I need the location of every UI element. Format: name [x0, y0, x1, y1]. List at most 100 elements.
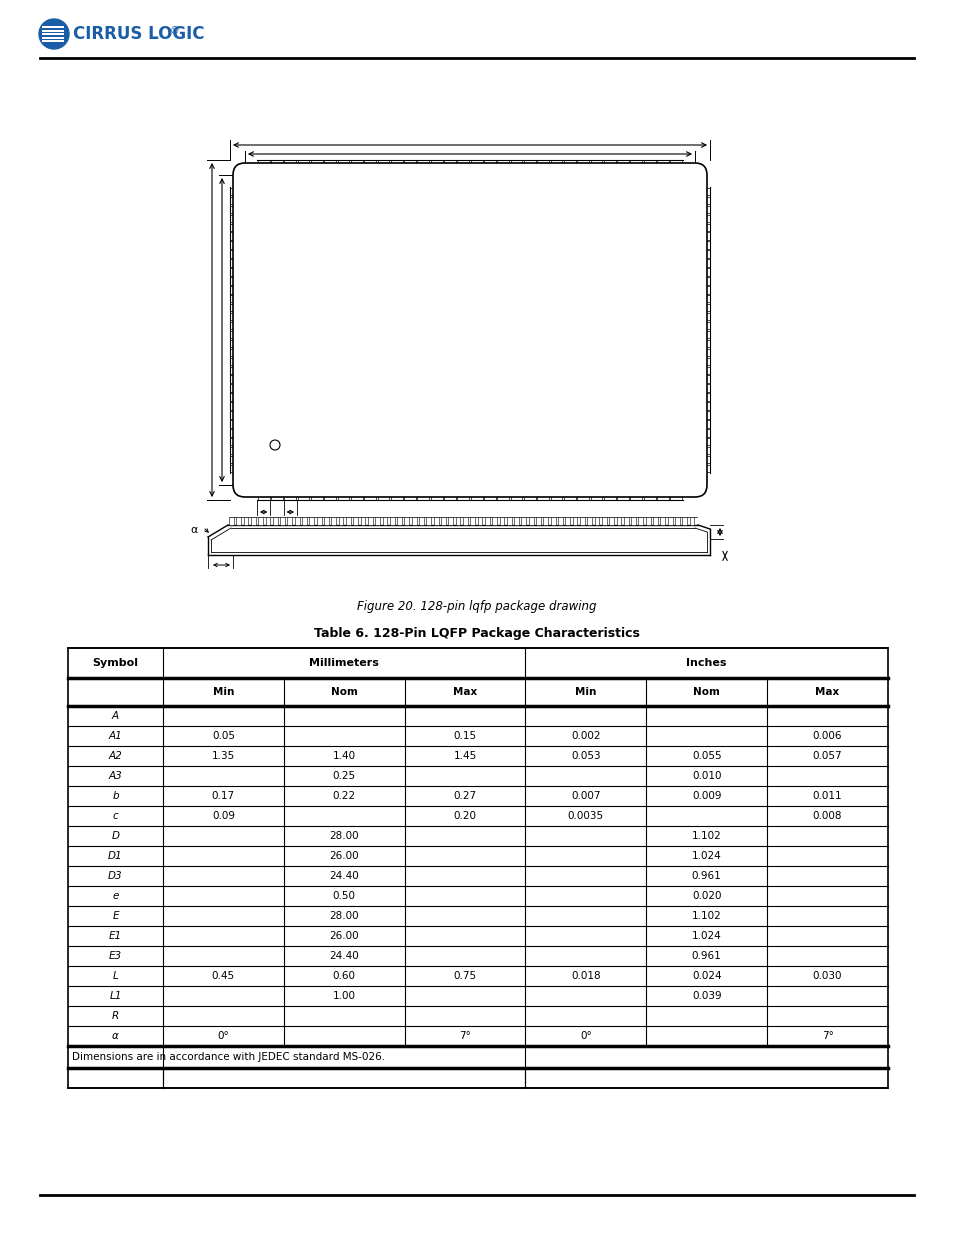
Bar: [271, 485, 283, 500]
Bar: [695, 340, 709, 347]
Bar: [657, 485, 668, 500]
Bar: [440, 517, 445, 525]
Bar: [391, 161, 402, 175]
Bar: [590, 161, 601, 175]
Bar: [537, 485, 549, 500]
Bar: [587, 517, 592, 525]
Bar: [257, 161, 270, 175]
Bar: [456, 161, 469, 175]
Text: D1: D1: [108, 851, 123, 861]
Text: α: α: [190, 525, 197, 535]
Bar: [351, 485, 362, 500]
Bar: [230, 287, 245, 294]
Bar: [616, 517, 620, 525]
Bar: [695, 268, 709, 275]
Text: 0.007: 0.007: [571, 790, 600, 802]
Bar: [426, 517, 431, 525]
Text: 0.50: 0.50: [333, 890, 355, 902]
Text: 0.17: 0.17: [212, 790, 234, 802]
Text: 0.0035: 0.0035: [567, 811, 603, 821]
Text: Dimensions are in accordance with JEDEC standard MS-026.: Dimensions are in accordance with JEDEC …: [71, 1052, 385, 1062]
Text: E1: E1: [109, 931, 122, 941]
Bar: [558, 517, 562, 525]
Bar: [404, 161, 416, 175]
Bar: [630, 161, 641, 175]
Bar: [695, 188, 709, 195]
Bar: [523, 161, 536, 175]
Bar: [695, 224, 709, 231]
Text: 0.20: 0.20: [453, 811, 476, 821]
Bar: [230, 277, 245, 284]
Bar: [311, 161, 322, 175]
Bar: [404, 485, 416, 500]
Text: 1.45: 1.45: [453, 751, 476, 761]
Bar: [695, 429, 709, 436]
Ellipse shape: [39, 19, 69, 49]
Bar: [617, 485, 628, 500]
Bar: [42, 33, 64, 35]
Bar: [297, 485, 309, 500]
Bar: [497, 161, 509, 175]
Bar: [230, 456, 245, 463]
Bar: [434, 517, 438, 525]
Bar: [273, 517, 277, 525]
Bar: [230, 367, 245, 374]
Bar: [577, 161, 588, 175]
Bar: [590, 485, 601, 500]
Bar: [431, 161, 442, 175]
Bar: [377, 485, 389, 500]
Bar: [324, 517, 329, 525]
Bar: [404, 517, 409, 525]
Bar: [645, 517, 650, 525]
Bar: [448, 517, 453, 525]
Bar: [670, 161, 681, 175]
Bar: [670, 485, 681, 500]
Bar: [444, 161, 456, 175]
Bar: [617, 161, 628, 175]
Bar: [364, 485, 375, 500]
Bar: [230, 322, 245, 330]
Bar: [42, 26, 64, 28]
Bar: [346, 517, 351, 525]
Bar: [657, 161, 668, 175]
Text: 0.22: 0.22: [333, 790, 355, 802]
Bar: [456, 485, 469, 500]
Text: D3: D3: [108, 871, 123, 881]
Text: Min: Min: [213, 687, 233, 697]
Bar: [695, 384, 709, 391]
Text: 0.25: 0.25: [333, 771, 355, 781]
Bar: [675, 517, 679, 525]
Text: Symbol: Symbol: [92, 658, 138, 668]
Bar: [594, 517, 598, 525]
Bar: [537, 161, 549, 175]
Bar: [470, 485, 482, 500]
Bar: [681, 517, 686, 525]
Text: ®: ®: [170, 26, 179, 36]
Bar: [695, 259, 709, 267]
Text: 1.102: 1.102: [691, 911, 720, 921]
Bar: [695, 348, 709, 356]
Text: L: L: [112, 971, 118, 981]
Bar: [243, 517, 248, 525]
Bar: [667, 517, 672, 525]
Bar: [695, 331, 709, 338]
Text: c: c: [112, 811, 118, 821]
Bar: [462, 517, 467, 525]
Text: 0.011: 0.011: [812, 790, 841, 802]
Bar: [230, 259, 245, 267]
Text: Max: Max: [453, 687, 476, 697]
Bar: [351, 161, 362, 175]
Bar: [695, 205, 709, 214]
Text: 1.024: 1.024: [691, 851, 720, 861]
Text: 7°: 7°: [821, 1031, 833, 1041]
Text: Nom: Nom: [693, 687, 720, 697]
Bar: [230, 224, 245, 231]
Bar: [543, 517, 548, 525]
Bar: [391, 485, 402, 500]
Text: A2: A2: [109, 751, 122, 761]
Bar: [695, 295, 709, 303]
Bar: [230, 295, 245, 303]
Bar: [324, 161, 335, 175]
Bar: [230, 251, 245, 258]
Bar: [695, 447, 709, 454]
